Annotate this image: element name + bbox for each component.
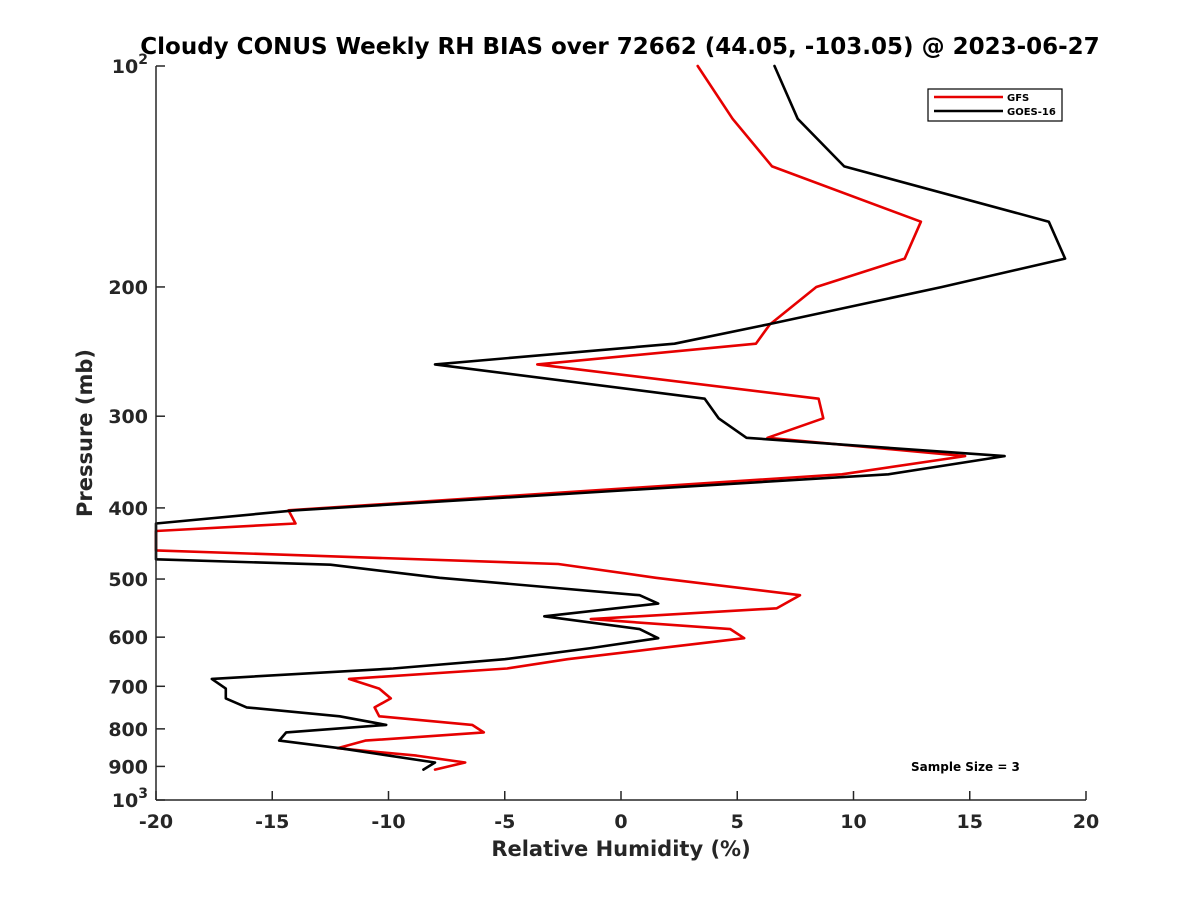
y-tick-label: 900 [108,756,148,778]
chart-title: Cloudy CONUS Weekly RH BIAS over 72662 (… [140,34,1099,60]
series-line-goes-16 [154,64,1067,771]
y-tick-label: 400 [108,498,148,520]
x-tick-label: -15 [255,811,289,833]
series-layer [154,64,1067,771]
y-tick-label: 200 [108,277,148,299]
x-tick-label: 0 [614,811,627,833]
y-tick-label: 300 [108,406,148,428]
y-tick-label: 800 [108,719,148,741]
series-line-gfs [154,64,967,771]
x-tick-label: -10 [371,811,405,833]
y-tick-label: 102 [112,52,148,78]
x-tick-label: 10 [840,811,866,833]
legend-label-gfs: GFS [1007,93,1029,104]
legend-label-goes16: GOES-16 [1007,107,1056,118]
x-tick-label: 15 [957,811,983,833]
y-tick-label: 600 [108,627,148,649]
x-tick-label: 20 [1073,811,1099,833]
x-axis-label: Relative Humidity (%) [491,837,750,861]
x-axis-ticks: -20 -15 -10 -5 0 5 10 15 20 [139,791,1099,833]
x-tick-label: -20 [139,811,173,833]
y-tick-label: 700 [108,676,148,698]
legend: GFS GOES-16 [927,88,1063,122]
x-tick-label: -5 [494,811,515,833]
x-tick-label: 5 [731,811,744,833]
legend-box [927,88,1063,122]
sample-size-annotation: Sample Size = 3 [911,760,1020,774]
y-axis-label: Pressure (mb) [73,349,97,517]
y-tick-label: 500 [108,569,148,591]
